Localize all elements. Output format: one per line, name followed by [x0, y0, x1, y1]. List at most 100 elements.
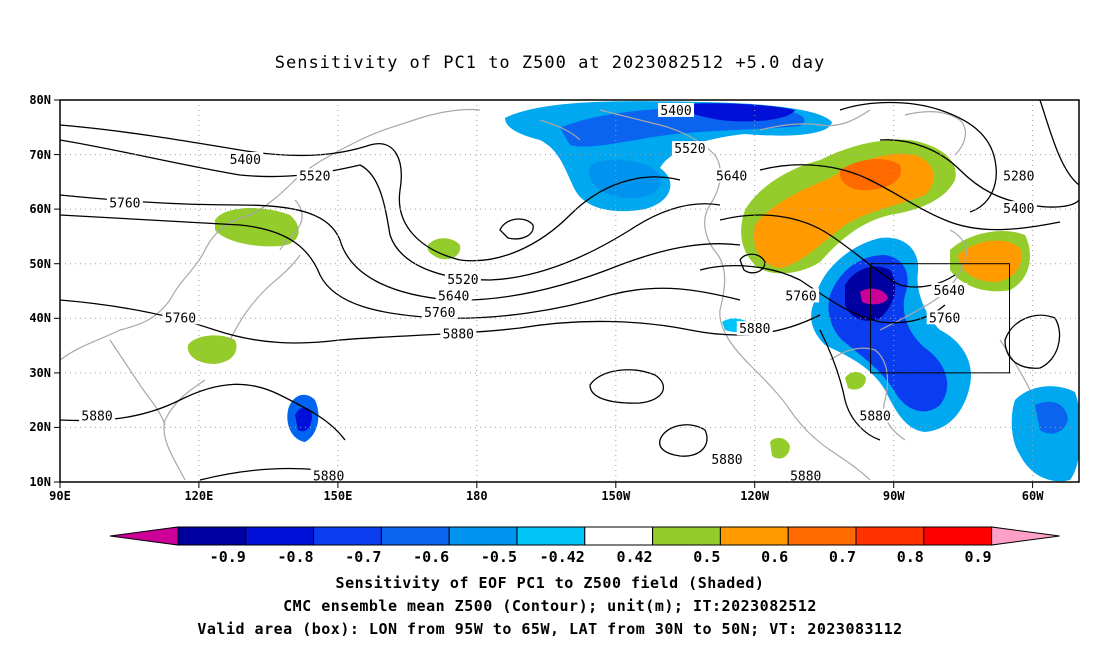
contour-label-bg [162, 310, 199, 325]
map-frame [59, 99, 1080, 483]
contour-label: 5760 [165, 311, 196, 326]
shade-positive-east-orange [958, 240, 1022, 282]
contour-label-bg [1000, 201, 1037, 216]
caption-line-2: CMC ensemble mean Z500 (Contour); unit(m… [283, 597, 817, 615]
lon-label-90w: 90W [883, 489, 905, 503]
colorbar-tick-label: -0.7 [345, 548, 381, 566]
contour-label: 5760 [424, 306, 455, 321]
shade-negative-atlantic-core [1035, 401, 1068, 434]
colorbar-tick-label: 0.6 [761, 548, 788, 566]
caption-line-3: Valid area (box): LON from 95W to 65W, L… [197, 620, 902, 638]
lat-label-70n: 70N [29, 148, 51, 162]
lon-label-120w: 120W [740, 489, 770, 503]
lat-tick-labels: 80N 70N 60N 50N 40N 30N 20N 10N [29, 93, 51, 489]
contour-label-bg [736, 321, 773, 336]
contour-label: 5880 [860, 410, 891, 425]
colorbar-tick-label: -0.6 [413, 548, 449, 566]
lat-label-10n: 10N [29, 475, 51, 489]
valid-area-box [870, 263, 1011, 374]
contour-label-bg [787, 468, 824, 482]
colorbar-tick-label: 0.42 [616, 548, 652, 566]
shade-negative-north-pacific-deep [680, 103, 795, 122]
lat-label-60n: 60N [29, 202, 51, 216]
lat-label-80n: 80N [29, 93, 51, 107]
colorbar-segment [516, 526, 586, 546]
lat-label-40n: 40N [29, 311, 51, 325]
shade-positive-small-1 [845, 372, 866, 390]
contour-label: 5760 [929, 311, 960, 326]
lat-label-30n: 30N [29, 366, 51, 380]
caption: Sensitivity of EOF PC1 to Z500 field (Sh… [197, 574, 902, 638]
lon-label-150e: 150E [323, 489, 352, 503]
contour-label: 5520 [447, 273, 478, 288]
contour-label: 5640 [934, 284, 965, 299]
contour-labels: 5400552057605760588058805520564057605880… [79, 102, 1037, 485]
contour-label-bg [106, 195, 143, 210]
colorbar-segment [448, 526, 518, 546]
shade-positive-small-2 [770, 437, 790, 459]
colorbar-tick-label: -0.9 [210, 548, 246, 566]
chart-title: Sensitivity of PC1 to Z500 at 2023082512… [275, 53, 826, 73]
lon-label-150w: 150W [601, 489, 631, 503]
lat-label-20n: 20N [29, 420, 51, 434]
colorbar-segment [787, 526, 857, 546]
colorbar-segment [245, 526, 315, 546]
contour-label-bg [1000, 168, 1037, 183]
contour-label: 5520 [674, 142, 705, 157]
contour-label-bg [421, 304, 458, 319]
contour-label-bg [435, 288, 472, 303]
colorbar-segment [313, 526, 382, 546]
colorbar-tick-label: 0.5 [693, 548, 720, 566]
contour-label: 5760 [785, 289, 816, 304]
contour-label-bg [931, 283, 968, 297]
colorbar: -0.9 -0.8 -0.7 -0.6 -0.5 -0.42 0.42 0.5 0.6 0.7 0.… [109, 526, 1060, 566]
contour-label: 5400 [1003, 202, 1034, 217]
colorbar-segment [855, 526, 925, 546]
contour-label-bg [444, 272, 481, 287]
contour-label-bg [296, 168, 333, 183]
colorbar-tick-label: -0.42 [540, 548, 585, 566]
contour-label-bg [671, 141, 708, 156]
tick-marks [54, 99, 1034, 488]
contour-label: 5880 [739, 322, 770, 337]
graticule [60, 100, 1079, 482]
coastlines [60, 108, 1031, 481]
colorbar-segment [584, 526, 654, 546]
colorbar-segment [652, 526, 721, 546]
lon-label-180: 180 [466, 489, 488, 503]
colorbar-low-end [109, 526, 179, 546]
lon-label-60w: 60W [1022, 489, 1044, 503]
contour-label: 5400 [230, 153, 261, 168]
shade-negative-us-core [860, 288, 888, 305]
shade-negative-west-pacific-core [295, 407, 312, 432]
contour-label: 5880 [313, 470, 344, 485]
colorbar-tick-label: 0.8 [897, 548, 924, 566]
contour-label-bg [926, 310, 963, 325]
contour-label-bg [227, 152, 264, 167]
contour-label-bg [658, 102, 695, 117]
contour-label: 5880 [790, 470, 821, 485]
lon-tick-labels: 90E 120E 150E 180 150W 120W 90W 60W [49, 489, 1044, 503]
contour-label: 5880 [81, 410, 112, 425]
contour-label-bg [440, 326, 477, 341]
colorbar-segment [177, 526, 247, 546]
colorbar-tick-label: -0.8 [277, 548, 313, 566]
colorbar-segment [380, 526, 450, 546]
contour-label: 5880 [711, 453, 742, 468]
lat-label-50n: 50N [29, 257, 51, 271]
contour-label-bg [783, 288, 820, 303]
sensitivity-shading [187, 101, 1079, 482]
colorbar-segment [719, 526, 789, 546]
lon-label-90e: 90E [49, 489, 71, 503]
contour-label-bg [713, 168, 750, 183]
caption-line-1: Sensitivity of EOF PC1 to Z500 field (Sh… [336, 574, 765, 592]
colorbar-segment [923, 526, 993, 546]
colorbar-high-end [991, 526, 1060, 546]
contour-label: 5640 [438, 289, 469, 304]
contour-label-bg [708, 452, 745, 467]
lon-label-120e: 120E [184, 489, 213, 503]
contour-label: 5400 [660, 104, 691, 119]
shade-positive-canada-dark [839, 158, 901, 191]
contour-label: 5760 [109, 197, 140, 212]
contour-label-bg [79, 408, 116, 423]
